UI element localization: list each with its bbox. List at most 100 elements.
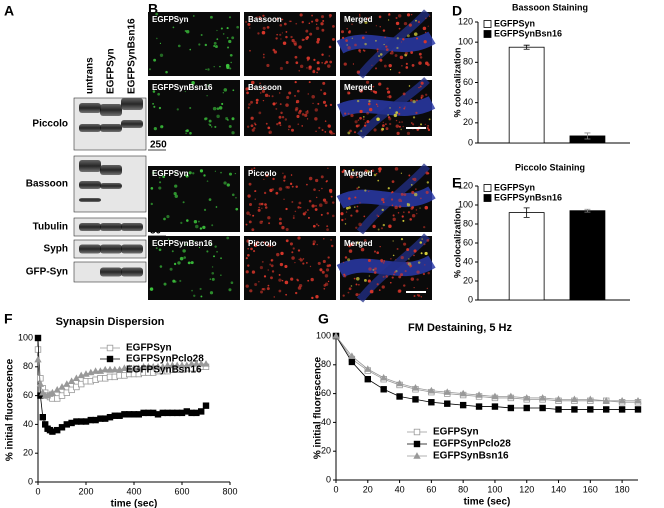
puncta (261, 30, 266, 35)
puncta (393, 271, 396, 274)
puncta (183, 256, 186, 259)
puncta (322, 259, 326, 264)
puncta (348, 197, 351, 200)
puncta (329, 60, 333, 64)
puncta (269, 245, 272, 248)
puncta (327, 256, 330, 259)
image-label: EGFPSynBsn16 (152, 239, 213, 248)
puncta (264, 206, 268, 209)
puncta (156, 37, 158, 40)
puncta (400, 128, 402, 131)
puncta (343, 62, 347, 66)
puncta (385, 127, 389, 130)
blot-band (79, 198, 101, 202)
puncta (276, 252, 280, 257)
data-point (634, 406, 642, 413)
puncta (391, 276, 394, 279)
puncta (312, 242, 315, 246)
data-point (101, 365, 109, 373)
puncta (375, 103, 378, 106)
puncta (377, 179, 380, 182)
puncta (269, 263, 272, 266)
puncta (391, 191, 394, 194)
puncta (278, 121, 281, 125)
puncta (311, 20, 314, 23)
puncta (210, 126, 213, 128)
puncta (193, 294, 196, 297)
legend-label: EGFPSyn (433, 427, 479, 438)
data-point (586, 395, 594, 403)
puncta (253, 243, 258, 247)
puncta (297, 123, 300, 126)
puncta (285, 35, 288, 39)
puncta (402, 92, 406, 96)
legend-marker (106, 344, 114, 352)
puncta (293, 215, 295, 217)
puncta (363, 116, 365, 118)
puncta (404, 106, 406, 108)
puncta (315, 23, 318, 25)
puncta (279, 33, 282, 36)
puncta (298, 69, 301, 72)
x-tick-label: 0 (35, 486, 40, 496)
puncta (231, 36, 235, 40)
puncta (419, 85, 422, 88)
puncta (159, 181, 162, 184)
puncta (356, 99, 360, 103)
puncta (356, 70, 361, 74)
image-label: Piccolo (248, 239, 277, 248)
puncta (400, 255, 404, 260)
x-tick-label: 160 (583, 484, 598, 494)
puncta (285, 185, 289, 189)
puncta (318, 189, 320, 192)
data-point (125, 364, 133, 371)
puncta (291, 185, 294, 188)
puncta (257, 208, 261, 212)
puncta (379, 53, 383, 56)
puncta (333, 132, 335, 135)
puncta (262, 53, 265, 56)
puncta (418, 86, 420, 89)
puncta (273, 50, 277, 54)
puncta (392, 217, 396, 221)
puncta (330, 244, 334, 248)
x-tick-label: 80 (458, 484, 468, 494)
puncta (413, 32, 418, 36)
puncta (402, 219, 405, 222)
puncta (370, 89, 373, 92)
blot-band (121, 98, 143, 110)
puncta (312, 240, 316, 244)
puncta (382, 275, 385, 278)
puncta (306, 56, 310, 60)
y-tick-label: 80 (463, 57, 473, 67)
puncta (158, 186, 162, 190)
legend-marker (413, 452, 421, 459)
puncta (249, 49, 251, 52)
puncta (356, 241, 360, 244)
legend-label: EGFPSynBsn16 (494, 192, 562, 202)
puncta (367, 279, 371, 283)
puncta (311, 95, 315, 99)
y-tick-label: 0 (468, 294, 473, 304)
puncta (227, 119, 229, 121)
puncta (355, 172, 359, 175)
puncta (294, 94, 297, 97)
puncta (323, 284, 327, 287)
puncta (289, 182, 293, 185)
puncta (204, 43, 208, 47)
puncta (350, 214, 353, 217)
puncta (278, 273, 281, 276)
y-tick-label: 0 (28, 476, 33, 486)
dendrite (336, 31, 436, 54)
puncta (369, 289, 374, 294)
puncta (321, 61, 324, 64)
data-point (554, 395, 563, 403)
blot-band (121, 267, 143, 277)
puncta (213, 44, 216, 47)
puncta (345, 211, 348, 213)
puncta (320, 22, 324, 26)
puncta (411, 190, 415, 195)
puncta (190, 261, 194, 265)
puncta (320, 175, 324, 179)
puncta (350, 242, 354, 247)
